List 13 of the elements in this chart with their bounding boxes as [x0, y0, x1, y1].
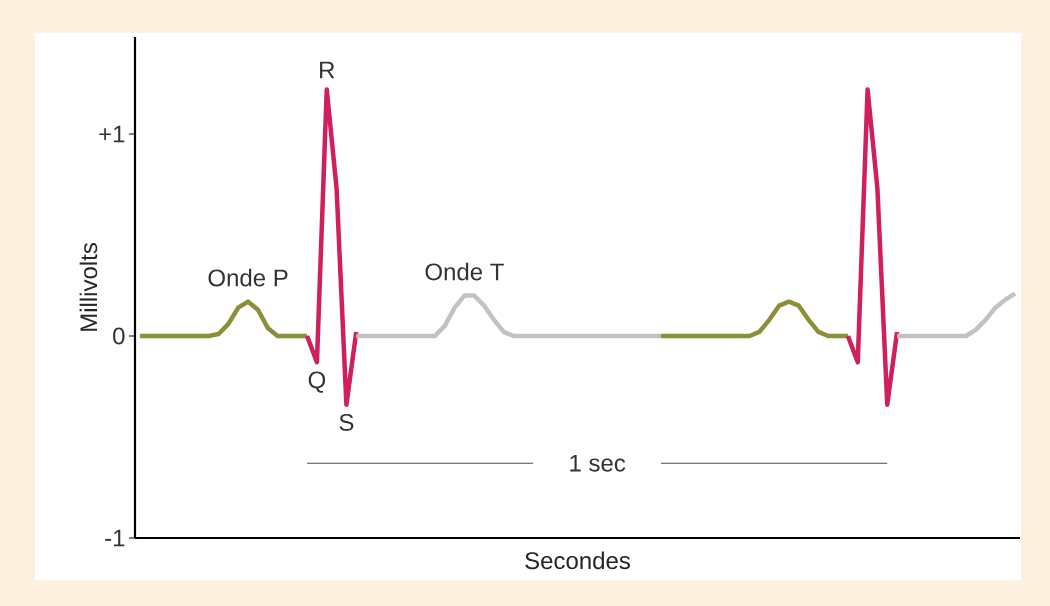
y-tick-label: +1	[99, 125, 125, 143]
annotation: R	[320, 61, 335, 79]
x-axis-title: Secondes	[525, 551, 630, 570]
y-tick-label: -1	[105, 529, 125, 547]
y-tick-label: 0	[113, 327, 125, 345]
line-series	[304, 87, 359, 407]
annotation: Q	[308, 371, 326, 393]
series-label: 1 sec	[570, 454, 626, 472]
annotation: Onde P	[208, 268, 288, 287]
annotation: Onde T	[425, 262, 504, 281]
line-series	[845, 87, 900, 407]
annotation: S	[339, 413, 354, 431]
y-axis-title: Millivolts	[79, 243, 98, 331]
